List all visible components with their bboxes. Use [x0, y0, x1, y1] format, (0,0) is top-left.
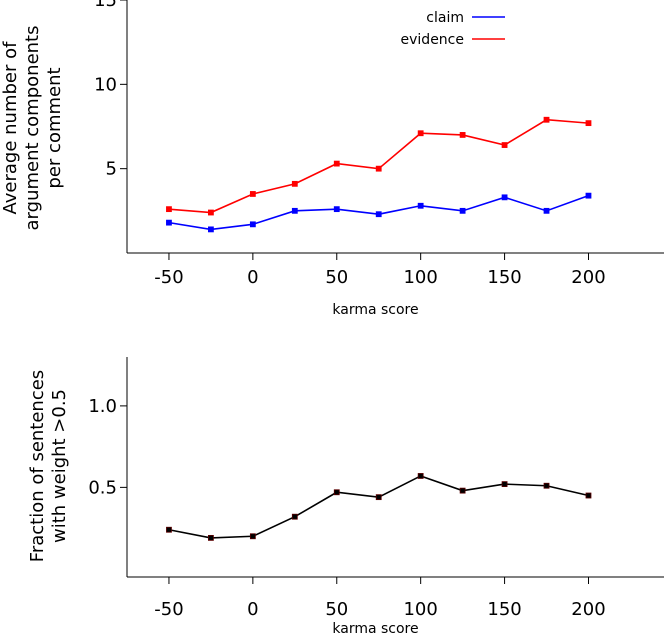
data-point [166, 219, 172, 226]
data-point [459, 207, 466, 214]
x-axis-label: karma score [332, 302, 418, 318]
x-tick-label: -50 [154, 267, 183, 288]
x-axis-label: karma score [332, 621, 418, 633]
data-point [417, 130, 424, 137]
data-point [585, 120, 592, 127]
x-tick-label: 200 [571, 267, 605, 288]
x-tick-label: 100 [403, 267, 437, 288]
data-point [208, 226, 214, 233]
legend-label: evidence [401, 32, 464, 48]
data-point [543, 207, 550, 214]
chart-panel-2: -50 0 50 100 150 200 0.5 1.0 karma score Fraction… [27, 357, 664, 633]
data-point [333, 160, 340, 167]
data-point [208, 534, 214, 541]
x-tick-label: 200 [571, 599, 605, 620]
y-axis-label-line: argument components [22, 26, 43, 231]
x-tick-label: 150 [487, 267, 521, 288]
y-axis-label-line: Average number of [0, 41, 21, 215]
y-axis-label: Fraction of sentenceswith weight >0.5 [27, 370, 70, 562]
data-point [208, 209, 214, 216]
data-point [417, 202, 424, 209]
x-tick-label: 50 [325, 267, 348, 288]
data-point [291, 513, 298, 520]
data-point [249, 221, 256, 228]
data-point [291, 207, 298, 214]
series-line [168, 475, 589, 539]
data-point [585, 192, 592, 199]
y-tick-label: 5 [106, 159, 117, 180]
y-axis-label-line: per comment [44, 67, 65, 188]
x-tick-label: -50 [154, 599, 183, 620]
data-point [333, 489, 340, 496]
legend: claim evidence [401, 10, 505, 48]
legend-label: claim [426, 10, 464, 26]
data-point [459, 487, 466, 494]
series-evidence [166, 116, 592, 216]
data-point [459, 132, 466, 138]
data-point [543, 482, 550, 489]
data-point [166, 526, 172, 533]
data-point [501, 481, 508, 488]
series-line-1 [166, 473, 592, 541]
y-tick-label: 15 [94, 0, 117, 11]
data-point [375, 211, 382, 218]
y-tick-label: 10 [94, 74, 117, 95]
data-point [249, 533, 256, 540]
y-axis-label: Average number ofargument componentsper … [0, 26, 65, 231]
data-point [375, 165, 382, 172]
data-point [417, 473, 424, 479]
y-tick-label: 0.5 [88, 477, 117, 498]
data-point [543, 116, 550, 123]
data-point [166, 206, 172, 213]
y-axis-label-line: Fraction of sentences [27, 370, 48, 562]
series-claim [166, 192, 592, 233]
y-tick-label: 1.0 [88, 396, 117, 417]
x-tick-label: 100 [403, 599, 437, 620]
data-point [501, 194, 508, 201]
x-tick-label: 0 [247, 599, 258, 620]
data-point [333, 206, 340, 213]
data-point [291, 180, 298, 187]
data-point [249, 191, 256, 197]
x-tick-label: 50 [325, 599, 348, 620]
data-point [501, 142, 508, 148]
x-tick-label: 150 [487, 599, 521, 620]
chart-panel-1: -50 0 50 100 150 200 5 10 15 karma score Average n… [0, 0, 664, 318]
data-point [375, 494, 382, 501]
x-tick-label: 0 [247, 267, 258, 288]
data-point [585, 492, 592, 499]
y-axis-label-line: with weight >0.5 [49, 389, 70, 543]
